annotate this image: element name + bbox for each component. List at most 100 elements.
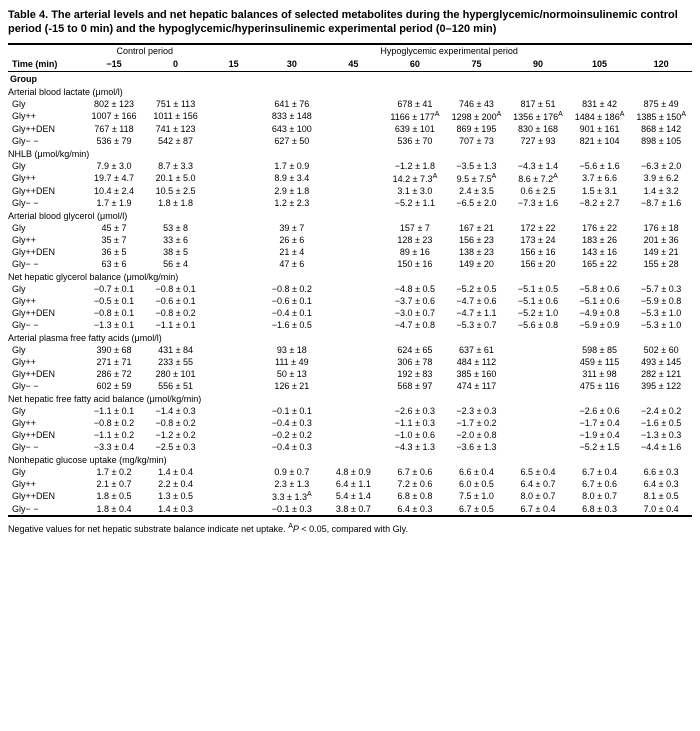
row-label: Gly− − <box>8 319 83 331</box>
data-cell: 390 ± 68 <box>83 344 145 356</box>
data-cell: 282 ± 121 <box>630 368 692 380</box>
table-row: Gly++−0.5 ± 0.1−0.6 ± 0.1−0.6 ± 0.1−3.7 … <box>8 295 692 307</box>
data-cell: −5.2 ± 1.0 <box>507 307 569 319</box>
data-cell <box>206 319 261 331</box>
data-cell: −8.2 ± 2.7 <box>569 197 631 209</box>
data-cell: 727 ± 93 <box>507 135 569 147</box>
data-cell <box>323 429 385 441</box>
data-cell <box>323 283 385 295</box>
data-cell: −2.6 ± 0.3 <box>384 405 446 417</box>
data-cell: 459 ± 115 <box>569 356 631 368</box>
data-cell: 165 ± 22 <box>569 258 631 270</box>
row-label: Gly− − <box>8 258 83 270</box>
table-row: Gly− −602 ± 59556 ± 51126 ± 21568 ± 9747… <box>8 380 692 392</box>
data-cell: 156 ± 16 <box>507 246 569 258</box>
data-cell: 1.4 ± 3.2 <box>630 185 692 197</box>
data-cell: −3.6 ± 1.3 <box>446 441 508 453</box>
data-cell <box>206 185 261 197</box>
data-cell <box>323 380 385 392</box>
data-cell: 7.2 ± 0.6 <box>384 478 446 490</box>
data-cell: 637 ± 61 <box>446 344 508 356</box>
control-period-header: Control period <box>83 44 206 58</box>
data-cell <box>206 110 261 123</box>
data-cell: 678 ± 41 <box>384 98 446 110</box>
data-cell: 395 ± 122 <box>630 380 692 392</box>
data-cell: 157 ± 7 <box>384 222 446 234</box>
section-header-row: Nonhepatic glucose uptake (mg/kg/min) <box>8 453 692 466</box>
data-cell: 624 ± 65 <box>384 344 446 356</box>
data-cell: 56 ± 4 <box>145 258 207 270</box>
time-header: 60 <box>384 58 446 72</box>
data-cell: 746 ± 43 <box>446 98 508 110</box>
data-cell: 306 ± 78 <box>384 356 446 368</box>
data-cell: 1.4 ± 0.3 <box>145 503 207 516</box>
table-row: Gly−0.7 ± 0.1−0.8 ± 0.1−0.8 ± 0.2−4.8 ± … <box>8 283 692 295</box>
time-header: 30 <box>261 58 323 72</box>
row-label: Gly <box>8 466 83 478</box>
table-row: Gly− −−3.3 ± 0.4−2.5 ± 0.3−0.4 ± 0.3−4.3… <box>8 441 692 453</box>
data-cell <box>323 356 385 368</box>
section-header: NHLB (μmol/kg/min) <box>8 147 692 160</box>
data-cell: −1.1 ± 0.2 <box>83 429 145 441</box>
data-cell: 868 ± 142 <box>630 123 692 135</box>
data-cell: −5.7 ± 0.3 <box>630 283 692 295</box>
data-cell: −5.8 ± 0.6 <box>569 283 631 295</box>
data-cell <box>206 246 261 258</box>
data-cell: 1.7 ± 0.9 <box>261 160 323 172</box>
data-cell: −0.8 ± 0.1 <box>145 283 207 295</box>
data-cell: 602 ± 59 <box>83 380 145 392</box>
data-cell: 833 ± 148 <box>261 110 323 123</box>
data-cell: 741 ± 123 <box>145 123 207 135</box>
data-cell: 7.5 ± 1.0 <box>446 490 508 503</box>
data-cell: −4.3 ± 1.3 <box>384 441 446 453</box>
data-cell: −1.9 ± 0.4 <box>569 429 631 441</box>
data-cell: 627 ± 50 <box>261 135 323 147</box>
data-cell: 2.2 ± 0.4 <box>145 478 207 490</box>
row-label: Gly++ <box>8 356 83 368</box>
data-cell: 172 ± 22 <box>507 222 569 234</box>
data-cell <box>206 197 261 209</box>
table-footnote: Negative values for net hepatic substrat… <box>8 523 692 534</box>
data-cell <box>206 123 261 135</box>
data-cell: −5.2 ± 1.5 <box>569 441 631 453</box>
data-cell: −0.1 ± 0.1 <box>261 405 323 417</box>
data-cell: 1484 ± 186A <box>569 110 631 123</box>
row-label: Gly++ <box>8 234 83 246</box>
metabolite-table: Control period Hypoglycemic experimental… <box>8 43 692 517</box>
row-label: Gly <box>8 283 83 295</box>
data-cell: −7.3 ± 1.6 <box>507 197 569 209</box>
data-cell: 2.1 ± 0.7 <box>83 478 145 490</box>
data-cell <box>323 172 385 185</box>
data-cell: 45 ± 7 <box>83 222 145 234</box>
data-cell: −0.5 ± 0.1 <box>83 295 145 307</box>
data-cell: −2.5 ± 0.3 <box>145 441 207 453</box>
time-header: 15 <box>206 58 261 72</box>
data-cell: 385 ± 160 <box>446 368 508 380</box>
data-cell <box>206 160 261 172</box>
data-cell: −1.2 ± 1.8 <box>384 160 446 172</box>
data-cell: 767 ± 118 <box>83 123 145 135</box>
data-cell <box>323 98 385 110</box>
data-cell: 143 ± 16 <box>569 246 631 258</box>
data-cell: 556 ± 51 <box>145 380 207 392</box>
data-cell: −5.2 ± 0.5 <box>446 283 508 295</box>
data-cell: 8.1 ± 0.5 <box>630 490 692 503</box>
data-cell: 3.3 ± 1.3A <box>261 490 323 503</box>
data-cell: 7.0 ± 0.4 <box>630 503 692 516</box>
data-cell: −5.6 ± 1.6 <box>569 160 631 172</box>
data-cell: 6.5 ± 0.4 <box>507 466 569 478</box>
data-cell: 1.8 ± 0.4 <box>83 503 145 516</box>
data-cell <box>206 307 261 319</box>
time-header: 120 <box>630 58 692 72</box>
data-cell: 831 ± 42 <box>569 98 631 110</box>
data-cell: 1166 ± 177A <box>384 110 446 123</box>
data-cell: 474 ± 117 <box>446 380 508 392</box>
data-cell: 869 ± 195 <box>446 123 508 135</box>
data-cell: 9.5 ± 7.5A <box>446 172 508 185</box>
data-cell <box>323 234 385 246</box>
table-row: Gly++−0.8 ± 0.2−0.8 ± 0.2−0.4 ± 0.3−1.1 … <box>8 417 692 429</box>
table-row: Gly++2.1 ± 0.72.2 ± 0.42.3 ± 1.36.4 ± 1.… <box>8 478 692 490</box>
data-cell: 3.8 ± 0.7 <box>323 503 385 516</box>
data-cell: 271 ± 71 <box>83 356 145 368</box>
hypo-period-header: Hypoglycemic experimental period <box>206 44 692 58</box>
